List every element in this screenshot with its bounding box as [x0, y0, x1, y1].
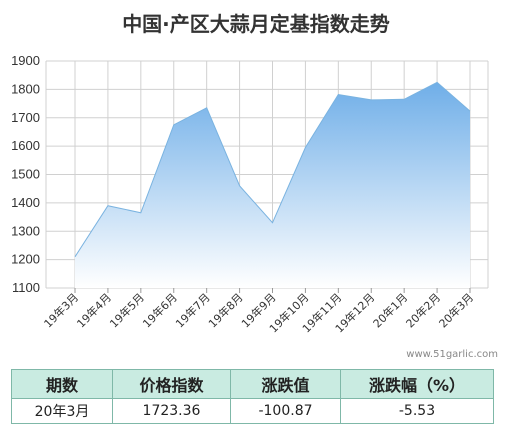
cell-change-percent: -5.53 [340, 398, 494, 424]
chart-title: 中国·产区大蒜月定基指数走势 [122, 12, 390, 36]
chart-area: 1900 1800 1700 1600 1500 1400 1300 1200 1100 19年… [11, 53, 489, 335]
header-change-percent: 涨跌幅（%） [340, 369, 494, 399]
y-tick-label: 1600 [11, 138, 40, 153]
header-period: 期数 [11, 369, 113, 399]
x-tick-label: 19年6月 [140, 290, 180, 330]
watermark-text: www.51garlic.com [406, 349, 498, 360]
y-tick-label: 1400 [11, 195, 40, 210]
cell-change-value: -100.87 [230, 398, 341, 424]
table-header-row: 期数 价格指数 涨跌值 涨跌幅（%） [11, 369, 494, 399]
x-tick-label: 19年7月 [172, 290, 212, 330]
x-tick-label: 19年8月 [205, 290, 245, 330]
x-tick-label: 19年5月 [107, 290, 147, 330]
area-fill [75, 82, 470, 288]
x-tick-label: 20年1月 [370, 290, 410, 330]
series-line [74, 81, 471, 258]
summary-table: 期数 价格指数 涨跌值 涨跌幅（%） 20年3月 1723.36 -100.87… [11, 369, 494, 424]
x-tick-label: 20年2月 [403, 290, 443, 330]
header-price-index: 价格指数 [112, 369, 231, 399]
y-tick-label: 1700 [11, 110, 40, 125]
cell-price-index: 1723.36 [112, 398, 231, 424]
y-tick-label: 1100 [12, 280, 40, 295]
y-tick-label: 1900 [11, 53, 40, 68]
y-tick-label: 1500 [11, 167, 40, 182]
x-axis: 19年3月19年4月19年5月19年6月19年7月19年8月19年9月19年10… [41, 288, 476, 335]
x-tick-label: 19年3月 [41, 290, 81, 330]
y-axis: 1900 1800 1700 1600 1500 1400 1300 1200 1100 [11, 53, 40, 295]
y-tick-label: 1300 [11, 223, 40, 238]
x-tick-label: 19年4月 [74, 290, 114, 330]
cell-period: 20年3月 [11, 398, 113, 424]
y-tick-label: 1200 [11, 252, 40, 267]
table-row: 20年3月 1723.36 -100.87 -5.53 [11, 398, 494, 424]
y-tick-label: 1800 [11, 81, 40, 96]
header-change-value: 涨跌值 [230, 369, 341, 399]
x-tick-label: 20年3月 [436, 290, 476, 330]
